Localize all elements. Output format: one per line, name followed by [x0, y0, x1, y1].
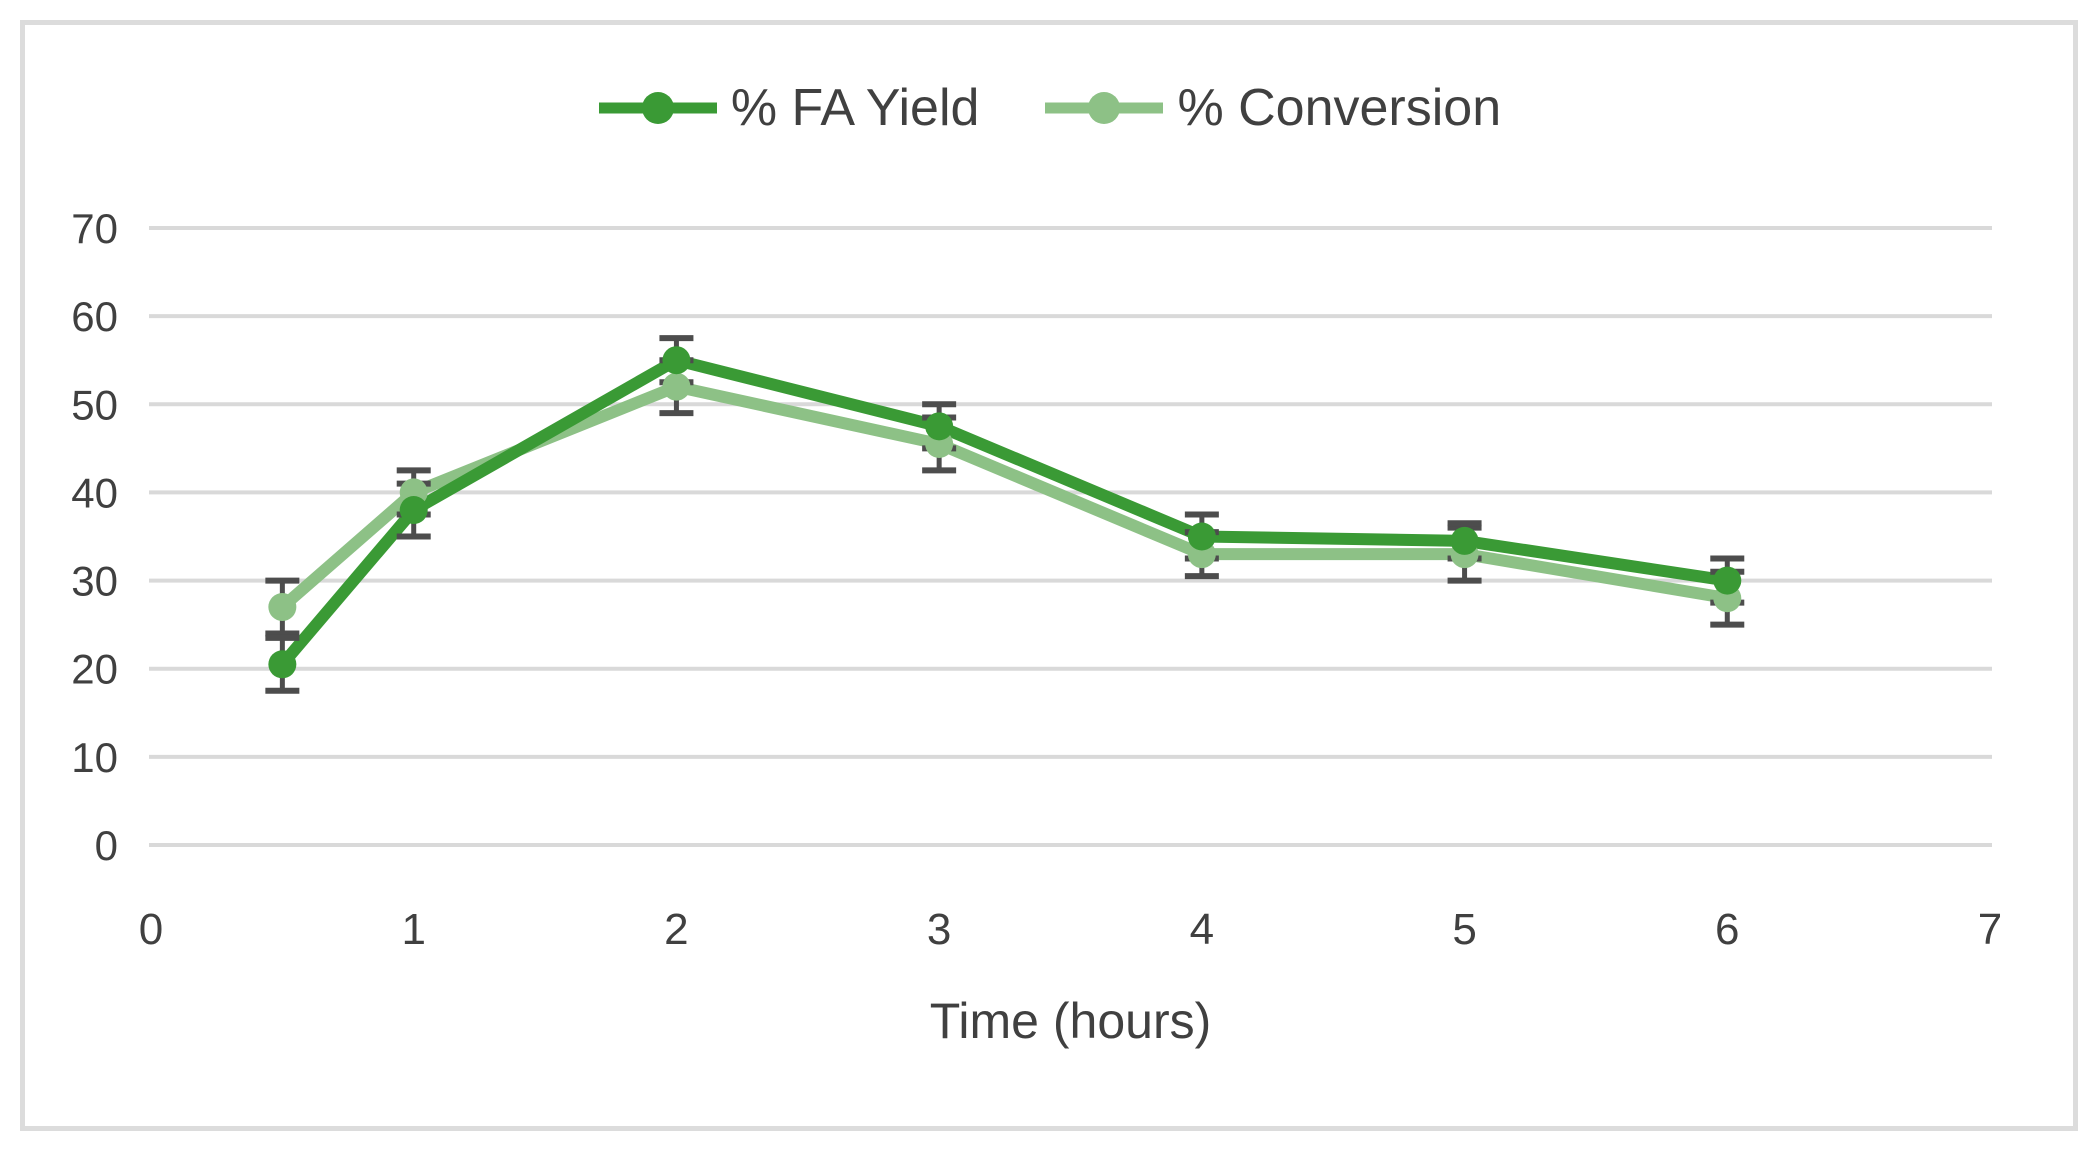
fa-yield-line-marker-icon — [598, 92, 717, 124]
series-marker-fa-yield — [662, 346, 691, 375]
legend-item-conversion: % Conversion — [1043, 78, 1501, 138]
legend-item-fa-yield: % FA Yield — [597, 78, 980, 138]
chart-legend: % FA Yield % Conversion — [0, 78, 2098, 138]
x-tick-label: 2 — [664, 905, 688, 954]
series-line-conversion — [276, 380, 1734, 614]
y-tick-label: 50 — [71, 381, 118, 428]
x-tick-label: 7 — [1978, 905, 2002, 954]
x-tick-label: 1 — [401, 905, 425, 954]
y-tick-label: 30 — [71, 558, 118, 605]
y-tick-label: 20 — [71, 646, 118, 693]
series-marker-conversion — [268, 593, 297, 622]
x-tick-label: 0 — [139, 905, 163, 954]
y-tick-label: 0 — [95, 822, 118, 869]
x-tick-label: 6 — [1715, 905, 1739, 954]
y-tick-label: 60 — [71, 293, 118, 340]
y-tick-label: 70 — [71, 205, 118, 252]
x-axis-title: Time (hours) — [929, 993, 1212, 1049]
series-marker-fa-yield — [1713, 566, 1742, 595]
conversion-line-marker-icon — [1045, 92, 1164, 124]
series-marker-fa-yield — [399, 496, 428, 525]
series-marker-conversion — [662, 372, 691, 401]
x-tick-label: 5 — [1452, 905, 1476, 954]
legend-label-fa-yield: % FA Yield — [730, 79, 980, 137]
legend-label-conversion: % Conversion — [1177, 79, 1502, 137]
series-marker-fa-yield — [925, 412, 954, 441]
series-marker-fa-yield — [268, 650, 297, 679]
y-tick-label: 40 — [71, 469, 118, 516]
y-tick-label: 10 — [71, 734, 118, 781]
x-tick-label: 3 — [927, 905, 951, 954]
x-tick-label: 4 — [1190, 905, 1214, 954]
series-marker-fa-yield — [1187, 522, 1216, 551]
series-marker-fa-yield — [1450, 526, 1479, 555]
